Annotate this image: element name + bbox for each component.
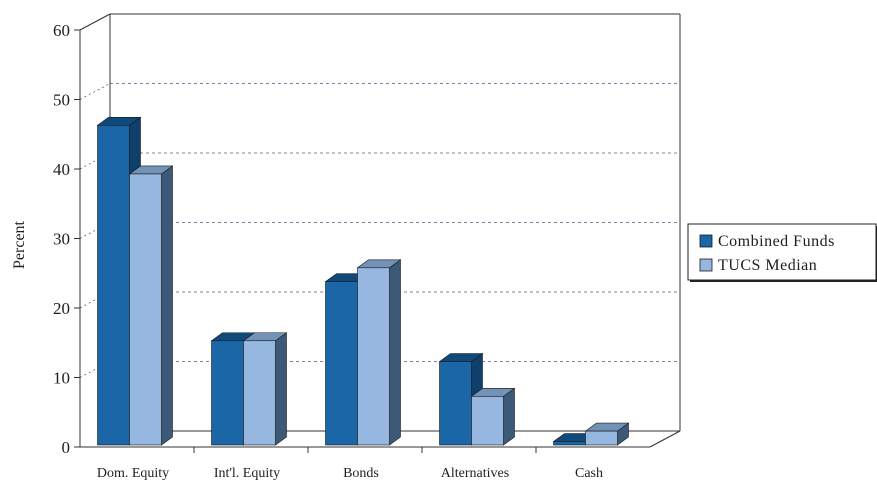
gridline-diagonal <box>79 222 111 239</box>
y-tick-label: 20 <box>53 299 70 318</box>
y-tick-label: 60 <box>53 21 70 40</box>
floor-right-edge <box>649 430 681 448</box>
bar <box>439 361 472 446</box>
x-tick-label: Bonds <box>343 466 379 480</box>
legend-swatch <box>699 234 713 248</box>
labels: 0 10 20 30 40 50 60 Dom. Equity Int'l. Equity Bon… <box>53 21 603 480</box>
y-tick-label: 30 <box>53 230 70 249</box>
x-tick-label: Alternatives <box>441 466 509 480</box>
bar <box>471 396 504 446</box>
legend-entry: Combined Funds <box>718 233 835 250</box>
legend-box <box>687 223 877 281</box>
bars <box>96 116 630 446</box>
bar-side <box>275 332 287 446</box>
x-tick-label: Cash <box>575 466 603 480</box>
bar <box>553 441 586 446</box>
bar <box>243 340 276 446</box>
x-tick-label: Int'l. Equity <box>214 466 280 480</box>
y-axis-label: Percent <box>11 220 28 269</box>
bar <box>97 125 130 446</box>
legend-swatch <box>699 258 713 272</box>
y-tick-label: 40 <box>53 160 70 179</box>
gridline-diagonal <box>79 291 111 309</box>
bar-side <box>503 387 515 446</box>
gridline-diagonal <box>79 361 111 378</box>
y-axis-top-edge <box>79 13 111 31</box>
bar <box>357 267 390 446</box>
y-tick-label: 10 <box>53 369 70 388</box>
y-tick-label: 50 <box>53 91 70 110</box>
bar <box>129 173 162 446</box>
bar <box>211 340 244 446</box>
legend: Combined Funds TUCS Median <box>687 223 877 282</box>
bar <box>585 430 618 446</box>
x-tick-label: Dom. Equity <box>97 466 169 480</box>
gridline-diagonal <box>79 83 111 100</box>
bar <box>325 281 358 446</box>
bar-side <box>389 259 401 446</box>
bar-side <box>161 165 173 446</box>
legend-entry: TUCS Median <box>718 257 817 274</box>
gridline-diagonal <box>79 152 111 170</box>
y-tick-label: 0 <box>62 438 71 457</box>
